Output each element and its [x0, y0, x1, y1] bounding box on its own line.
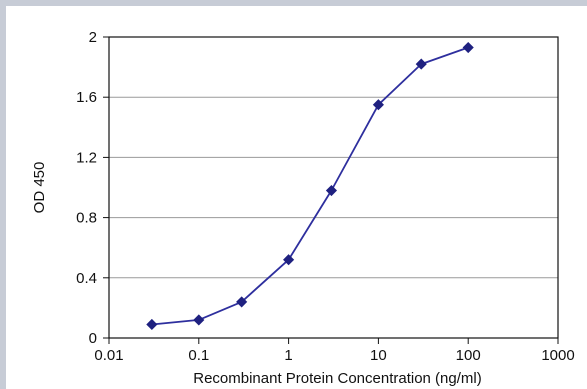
- x-tick-label: 0.01: [94, 347, 123, 364]
- data-point: [415, 58, 427, 70]
- axis-ticks: 0 0.4 0.8 1.2 1.6 2 0.01 0.1 1 10 100 1000: [76, 29, 575, 364]
- y-tick-label: 0: [89, 330, 97, 347]
- series-line: [151, 46, 469, 326]
- y-tick-label: 1.6: [76, 89, 97, 106]
- data-point: [236, 296, 248, 308]
- data-point: [283, 254, 295, 266]
- x-tick-label: 1000: [541, 347, 574, 364]
- gridlines: [109, 96, 558, 279]
- x-tick-label: 10: [370, 347, 387, 364]
- data-point: [146, 318, 158, 331]
- series-layer: [146, 41, 474, 331]
- y-tick-label: 0.8: [76, 210, 97, 227]
- y-axis-title: OD 450: [31, 162, 48, 214]
- x-tick-label: 0.1: [188, 347, 209, 364]
- x-tick-label: 1: [284, 347, 292, 364]
- data-point: [193, 314, 205, 326]
- x-tick-label: 100: [456, 347, 481, 364]
- x-axis-title: Recombinant Protein Concentration (ng/ml…: [193, 370, 481, 387]
- y-tick-label: 1.2: [76, 149, 97, 166]
- y-tick-label: 2: [89, 29, 97, 46]
- data-point: [462, 41, 474, 54]
- plot-area: [108, 36, 559, 339]
- y-tick-label: 0.4: [76, 270, 97, 287]
- data-point: [325, 184, 338, 197]
- data-point: [372, 99, 384, 111]
